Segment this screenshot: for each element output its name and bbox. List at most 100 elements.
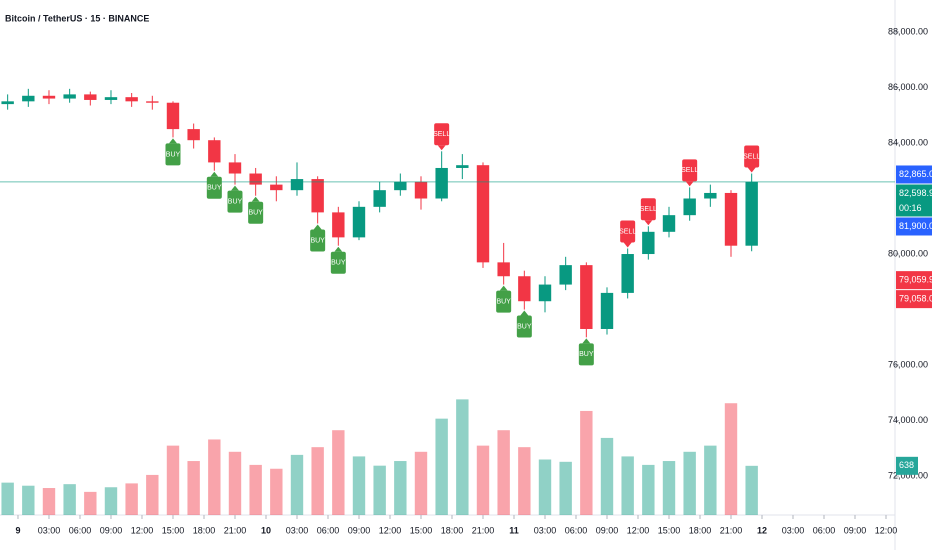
x-tick-label: 09:00 <box>596 525 619 535</box>
volume-bar <box>352 456 366 515</box>
candle-body <box>228 162 242 174</box>
volume-bar <box>704 445 717 515</box>
price-tag-label: 79,059.90 <box>899 275 932 285</box>
x-tick-label: 09:00 <box>100 525 123 535</box>
signal-pointer <box>437 145 446 151</box>
buy-signal: BUY <box>310 224 325 252</box>
x-tick-label: 09:00 <box>844 525 867 535</box>
x-tick-label: 09:00 <box>348 525 371 535</box>
x-tick-label: 12:00 <box>379 525 402 535</box>
candle-body <box>497 262 510 277</box>
candle-body <box>22 95 35 102</box>
signal-pointer <box>251 196 260 202</box>
candle-body <box>621 254 634 293</box>
x-tick-label: 03:00 <box>534 525 557 535</box>
y-tick-label: 84,000.00 <box>888 137 928 147</box>
x-tick-label: 21:00 <box>224 525 247 535</box>
candle-body <box>435 167 448 199</box>
candle-body <box>662 215 676 232</box>
volume-bar <box>332 430 345 515</box>
sell-signal: SELL <box>743 145 760 173</box>
signal-pointer <box>168 138 177 144</box>
candle-body <box>414 181 428 199</box>
price-tag <box>896 290 932 309</box>
volume-bar <box>518 447 531 515</box>
x-tick-label: 03:00 <box>286 525 309 535</box>
signal-label: SELL <box>743 153 760 160</box>
x-tick-label: 15:00 <box>162 525 185 535</box>
candle-body <box>456 165 469 168</box>
signal-pointer <box>313 224 322 230</box>
volume-bar <box>394 461 407 515</box>
volume-bar <box>745 465 758 515</box>
candle-body <box>249 173 262 185</box>
candle-body <box>373 190 386 207</box>
buy-signal: BUY <box>330 246 346 274</box>
buy-signal: BUY <box>496 285 511 313</box>
signal-box <box>578 343 594 366</box>
signal-box <box>248 201 264 224</box>
price-tag-label: 81,900.05 <box>899 221 932 231</box>
volume-bar <box>1 482 14 515</box>
signal-pointer <box>334 246 343 252</box>
x-tick-label: 03:00 <box>38 525 61 535</box>
signal-box <box>330 251 346 274</box>
candle-body <box>704 192 717 199</box>
candle-body <box>63 94 76 99</box>
x-tick-label: 12:00 <box>131 525 154 535</box>
signal-label: BUY <box>496 298 511 305</box>
volume-bar <box>373 465 386 515</box>
volume-bar <box>538 459 552 515</box>
volume-bar <box>311 447 324 515</box>
volume-bar <box>290 454 304 515</box>
x-tick-label: 21:00 <box>472 525 495 535</box>
price-tag <box>896 271 932 290</box>
signal-pointer <box>582 338 591 344</box>
signal-label: BUY <box>579 351 594 358</box>
candle-body <box>580 265 593 329</box>
buy-signal: BUY <box>578 338 594 366</box>
y-tick-label: 88,000.00 <box>888 26 928 36</box>
x-tick-label: 12:00 <box>627 525 650 535</box>
volume-bar <box>683 451 696 515</box>
y-tick-label: 72,000.00 <box>888 471 928 481</box>
candle-body <box>518 276 531 302</box>
signal-box <box>682 159 698 182</box>
candle-body <box>187 129 200 141</box>
signal-pointer <box>230 185 239 191</box>
volume-tag-label: 638 <box>899 460 914 470</box>
buy-signal: BUY <box>516 310 532 338</box>
signal-label: SELL <box>433 131 450 138</box>
candle-body <box>538 284 552 302</box>
candle-body <box>290 179 304 191</box>
chart-title: Bitcoin / TetherUS · 15 · BINANCE <box>5 13 149 23</box>
volume-bar <box>84 491 97 515</box>
volume-bar <box>642 464 655 515</box>
price-tag <box>896 165 932 184</box>
signal-label: BUY <box>517 323 532 330</box>
x-tick-label: 12 <box>757 525 767 535</box>
candle-body <box>84 94 97 100</box>
signal-label: SELL <box>681 167 698 174</box>
volume-bar <box>559 461 572 515</box>
signal-box <box>744 145 760 168</box>
volume-bar <box>228 451 242 515</box>
signal-pointer <box>499 285 508 291</box>
candle-body <box>724 192 738 246</box>
buy-signal: BUY <box>248 196 264 224</box>
sell-signal: SELL <box>640 198 657 226</box>
signal-label: BUY <box>331 260 346 267</box>
candle-body <box>476 165 490 263</box>
x-tick-label: 06:00 <box>317 525 340 535</box>
x-tick-label: 18:00 <box>193 525 216 535</box>
signal-box <box>620 220 636 243</box>
volume-bar <box>63 484 76 515</box>
price-tag-label: 82,598.99 <box>899 188 932 198</box>
signal-pointer <box>747 167 756 173</box>
volume-bar <box>270 468 283 515</box>
volume-bar <box>456 399 469 515</box>
volume-bar <box>125 483 138 515</box>
x-tick-label: 18:00 <box>441 525 464 535</box>
signal-box <box>227 190 243 213</box>
